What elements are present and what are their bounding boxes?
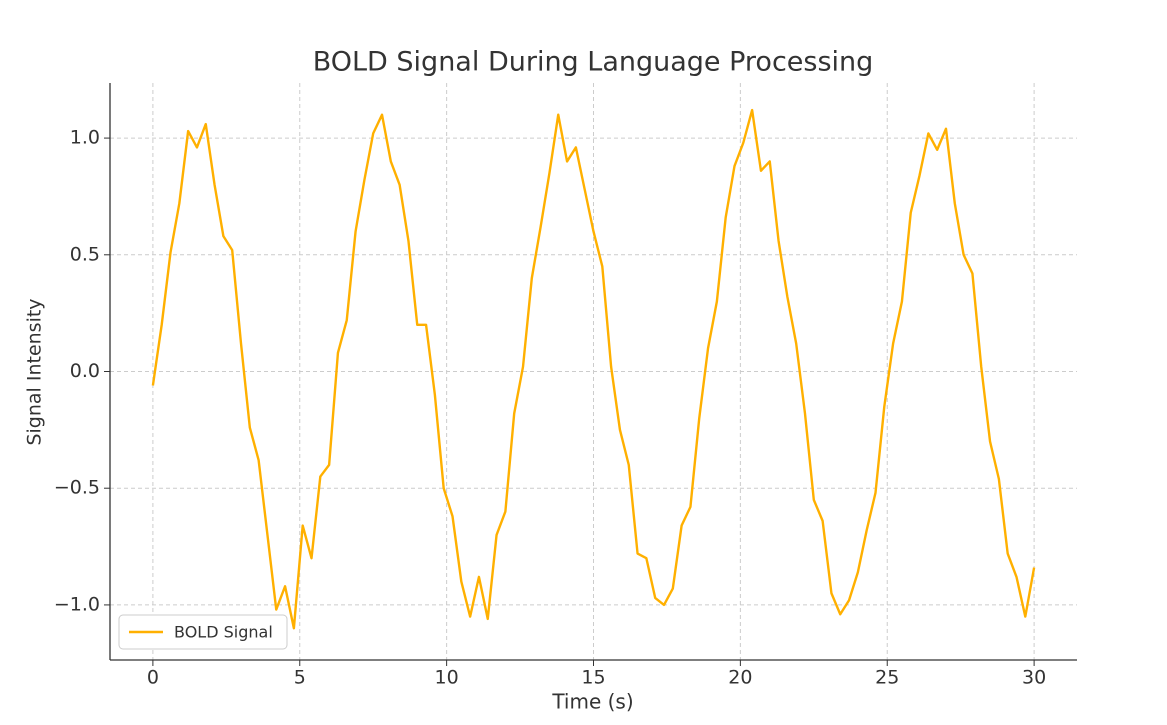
x-tick-label: 0 bbox=[147, 667, 159, 689]
y-tick-label: 0.5 bbox=[70, 243, 100, 265]
y-tick-label: −1.0 bbox=[54, 593, 100, 615]
x-axis-label: Time (s) bbox=[551, 690, 633, 714]
data-line bbox=[151, 108, 1036, 630]
x-tick-label: 10 bbox=[435, 667, 459, 689]
legend-box bbox=[118, 614, 288, 650]
y-tick-label: 0.0 bbox=[70, 360, 100, 382]
x-tick-label: 25 bbox=[875, 667, 899, 689]
x-tick-label: 30 bbox=[1022, 667, 1046, 689]
legend: BOLD Signal bbox=[118, 614, 288, 650]
chart-title: BOLD Signal During Language Processing bbox=[313, 47, 874, 78]
x-tick-label: 20 bbox=[728, 667, 752, 689]
y-tick-label: −0.5 bbox=[54, 477, 100, 499]
y-axis-label: Signal Intensity bbox=[24, 298, 46, 445]
x-tick-label: 15 bbox=[581, 667, 605, 689]
x-tick-label: 5 bbox=[294, 667, 306, 689]
legend-label: BOLD Signal bbox=[174, 623, 273, 642]
y-tick-label: 1.0 bbox=[70, 127, 100, 149]
